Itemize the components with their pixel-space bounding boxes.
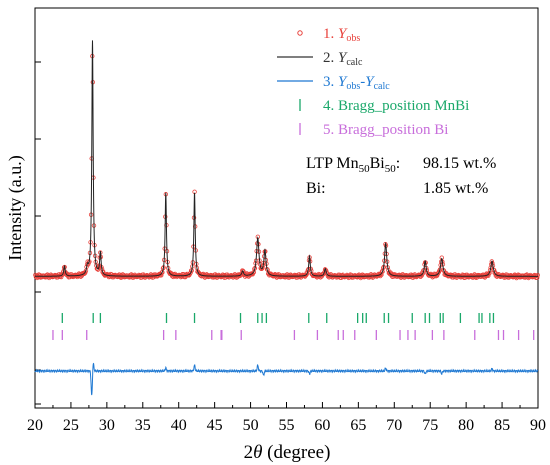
phase-label: Bi: [306, 180, 326, 197]
legend-label: 4. Bragg_position MnBi [323, 98, 469, 114]
legend-label: 2. Ycalc [323, 50, 363, 68]
difference-curve [34, 362, 539, 396]
phase-fraction-table: LTP Mn50Bi50: 98.15 wt.% Bi: 1.85 wt.% [306, 155, 496, 197]
x-axis-label-prefix: 2 [244, 442, 254, 463]
phase-value: 1.85 wt.% [423, 180, 488, 197]
y-ticks [35, 61, 41, 405]
x-tick-label: 70 [386, 417, 402, 434]
observed-point [95, 267, 101, 272]
x-tick-label: 55 [279, 417, 295, 434]
phase-label: LTP Mn50Bi50: [306, 155, 400, 175]
x-tick-label: 85 [494, 417, 510, 434]
legend-marker-obs [297, 30, 303, 36]
observed-point [188, 270, 193, 276]
x-tick-label: 90 [530, 417, 546, 434]
x-tick-label: 80 [458, 417, 474, 434]
plot-frame [34, 7, 539, 409]
x-tick-label: 30 [99, 417, 115, 434]
x-tick-label: 20 [27, 417, 43, 434]
bragg-positions-mnbi [61, 313, 495, 323]
x-axis-label-unit: (degree) [262, 442, 330, 463]
x-tick-label: 50 [243, 417, 259, 434]
x-tick-label: 60 [314, 417, 330, 434]
x-axis: 20 25 30 35 40 45 50 55 60 65 70 75 80 85 90 [27, 402, 546, 434]
x-axis-label-symbol: θ [253, 442, 262, 463]
y-axis-label: Intensity (a.u.) [5, 155, 26, 260]
x-tick-label: 35 [135, 417, 151, 434]
observed-point [240, 268, 246, 273]
bragg-positions-bi [52, 330, 535, 340]
x-tick-label: 45 [207, 417, 223, 434]
x-tick-label: 75 [422, 417, 438, 434]
legend-label: 3. Yobs-Ycalc [323, 74, 390, 92]
phase-value: 98.15 wt.% [423, 155, 496, 172]
legend-label: 5. Bragg_position Bi [323, 122, 448, 138]
x-tick-label: 40 [171, 417, 187, 434]
observed-point [60, 272, 65, 278]
x-tick-label: 65 [350, 417, 366, 434]
calculated-profile-line [35, 40, 538, 277]
x-tick-label: 25 [63, 417, 79, 434]
x-axis-label: 2θ (degree) [244, 442, 331, 463]
legend: 1. Yobs 2. Ycalc 3. Yobs-Ycalc 4. Bragg_pos… [277, 26, 469, 138]
observed-point [535, 272, 540, 278]
legend-label: 1. Yobs [323, 26, 360, 44]
